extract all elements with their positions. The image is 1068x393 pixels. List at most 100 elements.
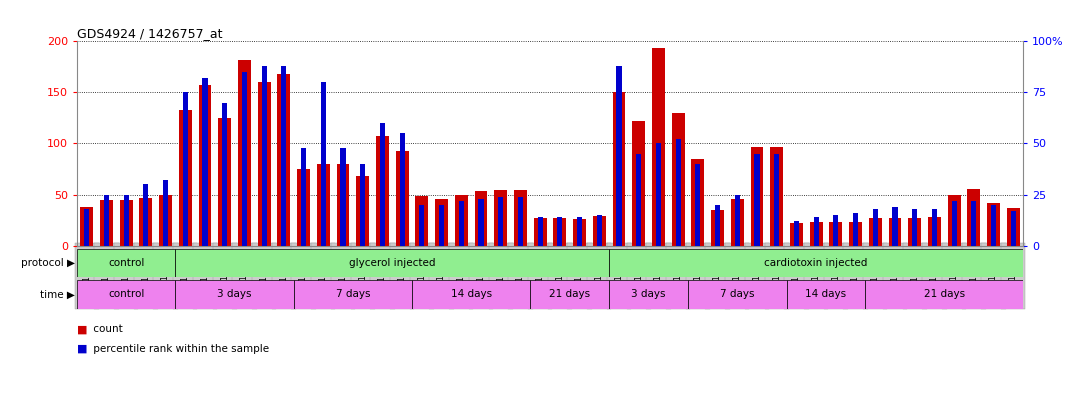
Bar <box>159 195 172 246</box>
Bar <box>609 280 688 309</box>
Bar <box>952 201 957 246</box>
Bar <box>865 280 1023 309</box>
Bar <box>297 169 310 246</box>
Bar <box>380 123 386 246</box>
Bar <box>175 280 294 309</box>
Bar <box>912 209 917 246</box>
Bar <box>376 136 389 246</box>
Bar <box>794 221 799 246</box>
Bar <box>420 205 424 246</box>
Bar <box>281 66 286 246</box>
Bar <box>278 74 290 246</box>
Bar <box>770 147 783 246</box>
Bar <box>987 203 1000 246</box>
Bar <box>415 196 428 246</box>
Bar <box>676 140 680 246</box>
Bar <box>971 201 976 246</box>
Bar <box>830 222 843 246</box>
Bar <box>396 151 409 246</box>
Text: 14 days: 14 days <box>451 289 491 299</box>
Bar <box>557 217 563 246</box>
Text: 21 days: 21 days <box>549 289 591 299</box>
Bar <box>711 210 724 246</box>
Bar <box>869 218 882 246</box>
Bar <box>637 154 641 246</box>
Bar <box>553 218 566 246</box>
Bar <box>889 218 901 246</box>
Bar <box>80 207 93 246</box>
Bar <box>947 195 960 246</box>
Bar <box>928 217 941 246</box>
Bar <box>537 217 543 246</box>
Bar <box>688 280 786 309</box>
Bar <box>301 147 307 246</box>
Text: 14 days: 14 days <box>805 289 847 299</box>
Bar <box>77 280 175 309</box>
Bar <box>731 198 743 246</box>
Bar <box>613 92 626 246</box>
Bar <box>774 154 780 246</box>
Text: 7 days: 7 days <box>335 289 371 299</box>
Bar <box>735 195 740 246</box>
Bar <box>531 280 609 309</box>
Bar <box>653 48 665 246</box>
Bar <box>790 223 803 246</box>
Bar <box>175 249 609 277</box>
Text: control: control <box>108 258 144 268</box>
Bar <box>593 216 606 246</box>
Bar <box>577 217 582 246</box>
Bar <box>262 66 267 246</box>
Bar <box>853 213 859 246</box>
Bar <box>849 222 862 246</box>
Bar <box>1007 208 1020 246</box>
Bar <box>320 82 326 246</box>
Text: count: count <box>90 324 123 334</box>
Bar <box>183 92 188 246</box>
Bar <box>140 198 153 246</box>
Bar <box>336 164 349 246</box>
Bar <box>478 198 484 246</box>
Bar <box>218 118 231 246</box>
Bar <box>1010 211 1016 246</box>
Bar <box>143 184 148 246</box>
Text: glycerol injected: glycerol injected <box>349 258 436 268</box>
Bar <box>518 196 523 246</box>
Text: control: control <box>108 289 144 299</box>
Bar <box>786 280 865 309</box>
Bar <box>474 191 487 246</box>
Bar <box>656 143 661 246</box>
Bar <box>120 200 132 246</box>
Bar <box>439 205 444 246</box>
Bar <box>459 201 464 246</box>
Bar <box>399 133 405 246</box>
Bar <box>908 218 921 246</box>
Bar <box>932 209 937 246</box>
Bar <box>317 164 330 246</box>
Bar <box>412 280 531 309</box>
Bar <box>455 195 468 246</box>
Bar <box>695 164 701 246</box>
Bar <box>810 222 822 246</box>
Bar <box>241 72 247 246</box>
Bar <box>124 195 129 246</box>
Bar <box>341 147 346 246</box>
Text: 7 days: 7 days <box>720 289 755 299</box>
Bar <box>632 121 645 246</box>
Bar <box>597 215 602 246</box>
Bar <box>814 217 819 246</box>
Bar <box>714 205 720 246</box>
Bar <box>968 189 980 246</box>
Bar <box>754 154 759 246</box>
Bar <box>357 176 370 246</box>
Text: 21 days: 21 days <box>924 289 964 299</box>
Bar <box>360 164 365 246</box>
Bar <box>672 113 685 246</box>
Bar <box>435 198 447 246</box>
Bar <box>238 60 251 246</box>
Text: protocol ▶: protocol ▶ <box>20 258 75 268</box>
Text: cardiotoxin injected: cardiotoxin injected <box>765 258 868 268</box>
Text: ■: ■ <box>77 344 88 354</box>
Bar <box>179 110 192 246</box>
Bar <box>691 159 704 246</box>
Bar <box>203 78 207 246</box>
